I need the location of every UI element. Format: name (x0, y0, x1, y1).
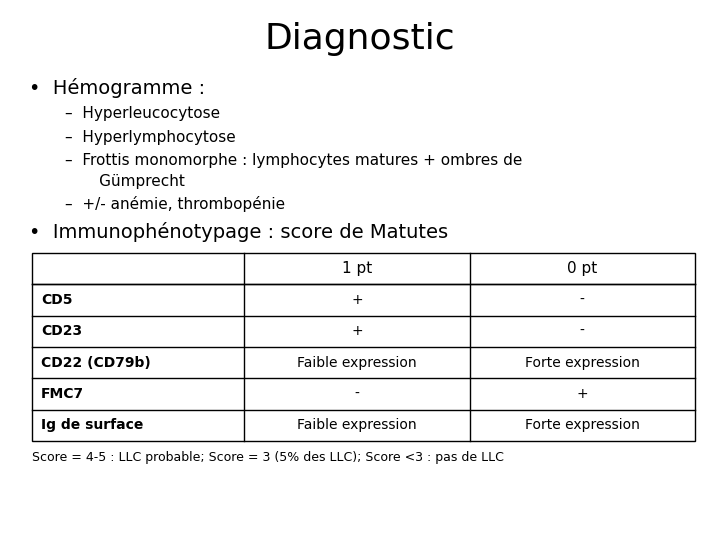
Text: Ig de surface: Ig de surface (41, 418, 143, 433)
Text: 1 pt: 1 pt (342, 261, 372, 276)
Text: •  Hémogramme :: • Hémogramme : (29, 78, 205, 98)
Text: –  +/- anémie, thrombopénie: – +/- anémie, thrombopénie (65, 196, 285, 212)
Text: –  Hyperleucocytose: – Hyperleucocytose (65, 106, 220, 122)
Text: -: - (580, 293, 585, 307)
Text: Forte expression: Forte expression (525, 356, 639, 370)
Text: Forte expression: Forte expression (525, 418, 639, 433)
Text: CD23: CD23 (41, 325, 82, 339)
Text: –  Hyperlymphocytose: – Hyperlymphocytose (65, 130, 235, 145)
Text: •  Immunophénotypage : score de Matutes: • Immunophénotypage : score de Matutes (29, 222, 448, 242)
Text: Score = 4-5 : LLC probable; Score = 3 (5% des LLC); Score <3 : pas de LLC: Score = 4-5 : LLC probable; Score = 3 (5… (32, 451, 504, 464)
Text: CD22 (CD79b): CD22 (CD79b) (41, 356, 150, 370)
Text: Diagnostic: Diagnostic (265, 22, 455, 56)
Text: -: - (580, 325, 585, 339)
Text: 0 pt: 0 pt (567, 261, 598, 276)
Text: –  Frottis monomorphe : lymphocytes matures + ombres de
       Gümprecht: – Frottis monomorphe : lymphocytes matur… (65, 153, 522, 189)
Text: FMC7: FMC7 (41, 387, 84, 401)
Text: +: + (351, 293, 363, 307)
Text: -: - (354, 387, 359, 401)
Text: Faible expression: Faible expression (297, 418, 417, 433)
Text: +: + (577, 387, 588, 401)
Bar (32, 253, 695, 441)
Text: Faible expression: Faible expression (297, 356, 417, 370)
Text: CD5: CD5 (41, 293, 73, 307)
Text: +: + (351, 325, 363, 339)
